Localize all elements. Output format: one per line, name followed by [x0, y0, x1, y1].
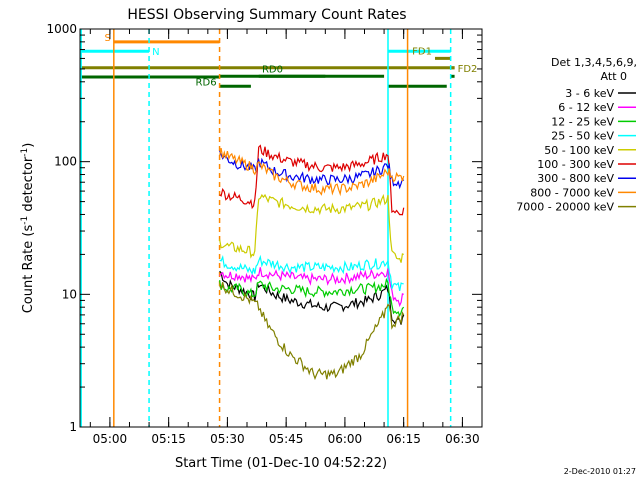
x-axis-label: Start Time (01-Dec-10 04:52:22)	[175, 456, 387, 471]
plot-frame	[79, 28, 483, 428]
x-tick-label: 05:30	[210, 432, 245, 446]
series-line	[219, 270, 405, 325]
series-line	[219, 277, 405, 318]
series-line	[219, 254, 404, 292]
data-series	[219, 144, 405, 381]
y-axis: 1 10 100 1000	[46, 22, 482, 434]
x-tick-label: 06:15	[386, 432, 421, 446]
series-line	[219, 267, 404, 308]
series-line	[219, 144, 405, 216]
flag-label: S	[104, 33, 110, 44]
legend-label: 300 - 800 keV	[537, 172, 614, 185]
legend-header-attenuator: Att 0	[601, 70, 627, 83]
legend-label: 7000 - 20000 keV	[516, 201, 614, 214]
x-tick-label: 06:00	[328, 432, 363, 446]
flag-label: RD0	[262, 64, 283, 75]
y-tick-label: 10	[62, 287, 77, 301]
x-tick-label: 05:15	[151, 432, 186, 446]
legend-header-detectors: Det 1,3,4,5,6,9,	[551, 56, 637, 69]
flag-bars: S N FD1 FD2 RD0 RD6	[80, 33, 477, 88]
flag-label: FD1	[412, 46, 432, 57]
legend-label: 3 - 6 keV	[565, 87, 614, 100]
legend-label: 100 - 300 keV	[537, 158, 614, 171]
flag-label: FD2	[458, 64, 478, 75]
y-tick-label: 1	[69, 420, 77, 434]
legend-label: 6 - 12 keV	[558, 101, 614, 114]
x-axis: 05:00 05:15 05:30 05:45 06:00 06:15 06:30	[89, 29, 483, 446]
flag-label: N	[152, 47, 159, 58]
legend-label: 800 - 7000 keV	[530, 186, 614, 199]
y-tick-label: 1000	[46, 22, 77, 36]
chart-title: HESSI Observing Summary Count Rates	[127, 7, 406, 23]
y-tick-label: 100	[54, 155, 77, 169]
series-line	[219, 282, 405, 381]
y-axis-label: Count Rate (s-1 detector-1)	[20, 143, 36, 314]
legend-label: 50 - 100 keV	[544, 144, 614, 157]
legend-label: 25 - 50 keV	[551, 130, 614, 143]
generated-timestamp: 2-Dec-2010 01:27	[564, 467, 636, 476]
series-line	[219, 147, 405, 197]
flag-label: RD6	[196, 77, 217, 88]
legend-label: 12 - 25 keV	[551, 115, 614, 128]
vertical-markers	[80, 29, 452, 427]
x-tick-label: 05:45	[269, 432, 304, 446]
x-tick-label: 05:00	[93, 432, 128, 446]
series-line	[219, 193, 404, 263]
x-tick-label: 06:30	[445, 432, 480, 446]
